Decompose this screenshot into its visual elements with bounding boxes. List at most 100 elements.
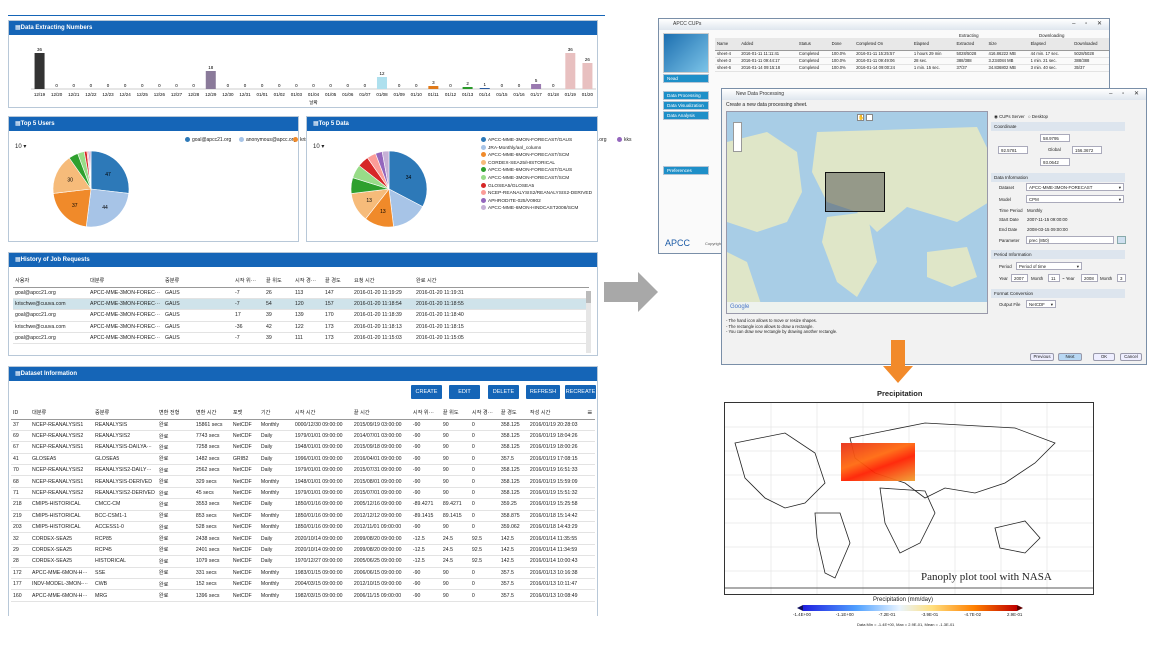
table-row[interactable]: 203 CMIP5-HISTORICAL ACCESS1-0 완료 528 secs Ne… (11, 521, 595, 534)
map-view[interactable]: ✋ Google (726, 111, 988, 314)
colorbar-tick-label: -3.9E-01 (921, 612, 939, 617)
table-row[interactable]: 28 CORDEX-SEA25 HISTORICAL 완료 1079 secs NetCD… (11, 555, 595, 568)
x-tick-label: 12/23 (102, 92, 114, 97)
table-row[interactable]: 160 APCC-MME-6MON-H··· MRG 완료 1396 secs NetCD… (11, 589, 595, 602)
end-month-field[interactable]: 3 (1117, 274, 1126, 282)
ok-button[interactable]: OK (1093, 353, 1115, 361)
previous-button[interactable]: Previous (1030, 353, 1054, 361)
table-row[interactable]: 71 NCEP-REANALYSIS2 REANALYSIS2-DERIVED 완료 4… (11, 487, 595, 500)
output-format-select[interactable]: NetCDF ▾ (1026, 300, 1056, 308)
colorbar-tick-label: 2.9E-01 (1007, 612, 1023, 617)
table-row[interactable]: sheet-3 2016-01-11 09:44:17 Completed 100.0… (715, 57, 1109, 65)
table-row[interactable]: goal@apcc21.org APCC-MME-3MON-FOREC··· GAU… (13, 287, 589, 299)
topdata-count-select[interactable]: 10 ▾ (313, 144, 325, 150)
period-select[interactable]: Period of time ▾ (1016, 262, 1082, 270)
wizard-heading: Create a new data processing sheet. (726, 102, 808, 108)
table-row[interactable]: 177 INDV-MODEL-3MON-··· CWB 완료 152 secs NetCD… (11, 578, 595, 591)
table-row[interactable]: 68 NCEP-REANALYSIS1 REANALYSIS-DERIVED 완료 32… (11, 475, 595, 488)
start-year-field[interactable]: 2007 (1011, 274, 1028, 282)
selection-rectangle[interactable] (825, 172, 885, 212)
recreate-button[interactable]: RECREATE (565, 385, 596, 399)
bar-value-label: 18 (208, 65, 214, 70)
x-tick-label: 01/15 (496, 92, 508, 97)
cups-group-extracting: Extracting (959, 33, 979, 38)
west-field[interactable]: 92.5781 (998, 146, 1028, 154)
edit-button[interactable]: EDIT (449, 385, 480, 399)
end-year-field[interactable]: 2008 (1081, 274, 1098, 282)
table-row[interactable]: 37 NCEP-REANALYSIS1 REANALYSIS 완료 15861 secs… (11, 419, 595, 431)
cups-menu-item[interactable]: Nead (663, 74, 709, 83)
x-tick-label: 01/19 (565, 92, 577, 97)
table-row[interactable]: goal@apcc21.org APCC-MME-3MON-FOREC··· GAU… (13, 309, 589, 322)
table-row[interactable]: 67 NCEP-REANALYSIS1 REANALYSIS-DAILYA··· 완료… (11, 441, 595, 454)
legend-label: GLOSEA5/GLOSEA5 (488, 183, 535, 189)
x-tick-label: 01/20 (582, 92, 594, 97)
users-count-select[interactable]: 10 ▾ (15, 144, 27, 150)
data-info-section: Data Information (991, 173, 1125, 182)
map-zoom-control[interactable] (733, 122, 742, 152)
cups-menu-item[interactable]: Preferences (663, 166, 709, 175)
dataset-table: ID 대분류 중분류 변환 전형 변환 시간 포맷 기간 시작 시간 끝 시간 시작 위··… (11, 407, 595, 602)
refresh-button[interactable]: REFRESH (526, 385, 560, 399)
cups-menu-item[interactable]: Data Visualization (663, 101, 709, 110)
cups-menu: Nead Data Processing Data Visualization Dat… (663, 73, 709, 175)
history-scrollbar[interactable] (586, 291, 591, 353)
cups-server-radio[interactable]: ◉ CUPs Server (994, 114, 1025, 119)
cups-menu-item[interactable]: Data Processing (663, 91, 709, 100)
cups-menu-item[interactable]: Data Analysis (663, 111, 709, 120)
legend-item: APCC-MME-6MON-HINDCAST2008/SCM (481, 205, 597, 213)
cancel-button[interactable]: Cancel (1120, 353, 1142, 361)
table-row[interactable]: krischwe@cuuva.com APCC-MME-3MON-FOREC···… (13, 298, 589, 311)
topdata-panel: Top 5 Data 10 ▾ 34 13 13 APCC-MME-3MON-FOR… (306, 116, 598, 242)
hand-tool-icon[interactable]: ✋ (857, 114, 865, 121)
x-tick-label: 01/03 (291, 92, 303, 97)
table-row[interactable]: sheet-6 2016-01-14 09:15:18 Completed 100.0… (715, 64, 1109, 72)
x-tick-label: 12/22 (85, 92, 97, 97)
world-map (727, 127, 987, 313)
bar (565, 53, 576, 89)
x-axis-label: 날짜 (309, 99, 317, 106)
x-tick-label: 01/01 (257, 92, 269, 97)
desktop-radio[interactable]: ○ Desktop (1028, 114, 1048, 119)
table-row[interactable]: 219 CMIP5-HISTORICAL BCC-CSM1-1 완료 853 secs N… (11, 510, 595, 523)
table-row[interactable]: krischwe@cuuva.com APCC-MME-3MON-FOREC···… (13, 321, 589, 334)
table-row[interactable]: 218 CMIP5-HISTORICAL CMCC-CM 완료 3553 secs Net… (11, 498, 595, 511)
rectangle-tool-icon[interactable] (866, 114, 873, 121)
x-tick-label: 12/24 (120, 92, 132, 97)
bar-value-label: 0 (501, 83, 504, 88)
table-row[interactable]: sheet-4 2016-01-11 11:11:41 Completed 100.0… (715, 50, 1109, 58)
table-row[interactable]: 69 NCEP-REANALYSIS2 REANALYSIS2 완료 7743 secs… (11, 430, 595, 443)
column-menu-icon[interactable]: ≡ (587, 408, 592, 417)
table-row[interactable]: 32 CORDEX-SEA25 RCP85 완료 2438 secs NetCDF Dail… (11, 532, 595, 545)
table-row[interactable]: 70 NCEP-REANALYSIS2 REANALYSIS2-DAILY··· 완료… (11, 464, 595, 477)
legend-swatch (481, 205, 486, 211)
east-field[interactable]: 156.3672 (1072, 146, 1102, 154)
pie-slice (381, 150, 390, 190)
table-row[interactable]: 172 APCC-MME-6MON-H··· SSE 완료 331 secs NetCDF… (11, 567, 595, 579)
model-select[interactable]: CPM ▾ (1026, 195, 1124, 203)
start-month-field[interactable]: 11 (1048, 274, 1060, 282)
table-row[interactable]: 29 CORDEX-SEA25 RCP45 완료 2401 secs NetCDF Dail… (11, 544, 595, 557)
north-field[interactable]: 58.9795 (1040, 134, 1070, 142)
pie-slice (89, 150, 92, 190)
precip-map: Panoply plot tool with NASA (724, 402, 1094, 595)
parameter-picker-button[interactable] (1117, 236, 1126, 244)
start-date-value: 2007-11-15 09:00:00 (1027, 217, 1068, 222)
create-button[interactable]: CREATE (411, 385, 442, 399)
bar-value-label: 0 (398, 83, 401, 88)
legend-item: kks (617, 137, 671, 145)
legend-swatch (481, 182, 486, 188)
south-field[interactable]: 93.0642 (1040, 158, 1070, 166)
history-table: 사용자 대분류 중분류 시작 위··· 끝 위도 시작 경··· 끝 경도 요청 시간 완료… (13, 275, 589, 345)
colorbar (797, 605, 1023, 611)
next-button[interactable]: Next (1058, 353, 1082, 361)
delete-button[interactable]: DELETE (488, 385, 519, 399)
x-tick-label: 01/08 (376, 92, 388, 97)
legend-item: JRA-Monthly/anl_column (481, 144, 597, 153)
table-row[interactable]: goal@apcc21.org APCC-MME-3MON-FOREC··· GAU… (13, 332, 589, 345)
bar-value-label: 0 (278, 83, 281, 88)
legend-item: goal@apcc21.org (185, 137, 239, 145)
parameter-field[interactable]: prec (850) (1026, 236, 1114, 244)
table-row[interactable]: 41 GLOSEA5 GLOSEA5 완료 1482 secs GRIB2 Daily 199… (11, 453, 595, 466)
dataset-select[interactable]: APCC-MME-3MON-FORECAST ▾ (1026, 183, 1124, 191)
